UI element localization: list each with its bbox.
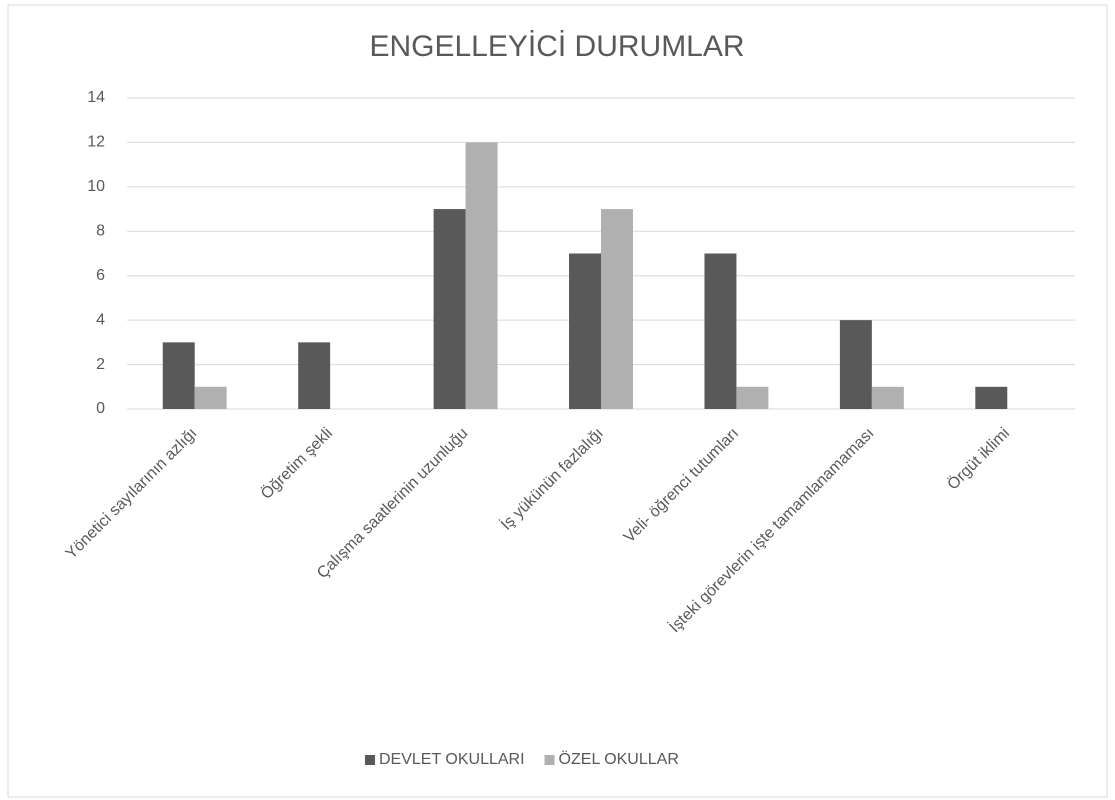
bar <box>569 253 601 409</box>
y-tick-label: 6 <box>96 267 105 284</box>
bar <box>736 386 769 409</box>
bar <box>465 142 498 409</box>
legend-label: DEVLET OKULLARI <box>379 751 525 768</box>
bar <box>704 253 737 409</box>
bar <box>871 386 904 409</box>
y-tick-label: 14 <box>87 89 105 106</box>
y-tick-label: 8 <box>96 223 105 240</box>
y-tick-label: 10 <box>87 178 105 195</box>
bar <box>298 342 331 409</box>
bar <box>975 386 1008 409</box>
bar <box>194 386 227 409</box>
bar <box>433 209 466 409</box>
y-tick-label: 12 <box>87 134 105 151</box>
bar <box>839 320 872 409</box>
y-tick-label: 0 <box>96 400 105 417</box>
chart-title: ENGELLEYİCİ DURUMLAR <box>369 30 744 63</box>
bar <box>162 342 195 409</box>
legend-swatch <box>544 755 555 765</box>
legend-label: ÖZEL OKULLAR <box>559 750 679 768</box>
bar <box>601 209 633 409</box>
legend-swatch <box>365 755 375 765</box>
y-tick-label: 2 <box>96 356 105 373</box>
y-tick-label: 4 <box>96 311 105 328</box>
